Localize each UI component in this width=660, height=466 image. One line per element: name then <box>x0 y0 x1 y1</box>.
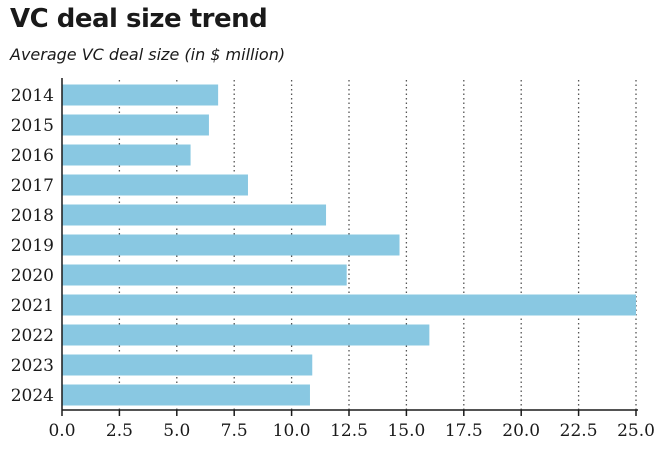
category-label-2017: 2017 <box>11 176 54 196</box>
bar-2024 <box>62 384 310 406</box>
bar-2016 <box>62 144 191 166</box>
category-label-2014: 2014 <box>11 86 54 106</box>
category-label-2015: 2015 <box>11 116 54 136</box>
x-tick-label: 10.0 <box>273 421 311 441</box>
bar-2015 <box>62 114 209 136</box>
bar-2014 <box>62 84 219 106</box>
x-tick-label: 5.0 <box>163 421 190 441</box>
x-tick-label: 20.0 <box>502 421 540 441</box>
x-tick-labels: 0.0 2.5 5.0 7.5 10.0 12.5 15.0 17.5 20.0 22.5 25.0 <box>48 421 654 441</box>
bars <box>62 84 636 406</box>
category-labels: 2014 2015 2016 2017 2018 2019 2020 2021 2022 2023… <box>11 86 54 406</box>
x-tick-label: 0.0 <box>48 421 75 441</box>
x-tick-label: 7.5 <box>221 421 248 441</box>
category-label-2024: 2024 <box>11 386 54 406</box>
chart-title: VC deal size trend <box>10 4 268 34</box>
category-label-2020: 2020 <box>11 266 54 286</box>
x-tick-label: 22.5 <box>560 421 598 441</box>
axes <box>61 78 638 416</box>
bar-2023 <box>62 354 313 376</box>
bar-2021 <box>62 294 636 316</box>
bar-2017 <box>62 174 248 196</box>
bar-2018 <box>62 204 327 226</box>
bar-2020 <box>62 264 347 286</box>
x-tick-label: 12.5 <box>330 421 368 441</box>
category-label-2018: 2018 <box>11 206 54 226</box>
chart-subtitle: Average VC deal size (in $ million) <box>10 45 286 64</box>
category-label-2022: 2022 <box>11 326 54 346</box>
x-tick-label: 15.0 <box>387 421 425 441</box>
category-label-2016: 2016 <box>11 146 54 166</box>
category-label-2019: 2019 <box>11 236 54 256</box>
bar-2019 <box>62 234 400 256</box>
category-label-2021: 2021 <box>11 296 54 316</box>
x-tick-label: 2.5 <box>106 421 133 441</box>
x-tick-label: 17.5 <box>445 421 483 441</box>
x-tick-label: 25.0 <box>617 421 655 441</box>
category-label-2023: 2023 <box>11 356 54 376</box>
bar-2022 <box>62 324 430 346</box>
